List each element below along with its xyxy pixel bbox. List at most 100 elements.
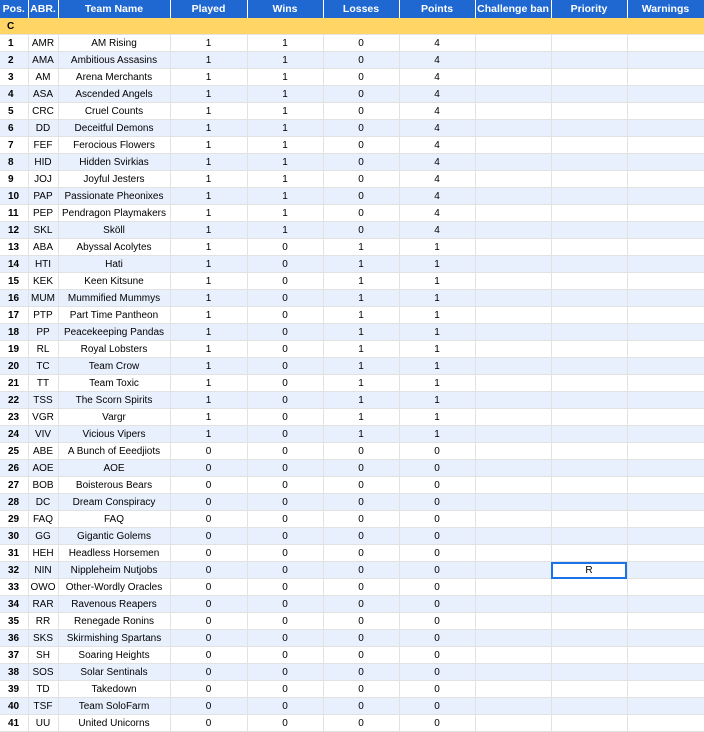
cell-abr[interactable]: TSS bbox=[28, 391, 59, 409]
cell-wins[interactable]: 0 bbox=[247, 459, 324, 477]
cell-abr[interactable]: ABE bbox=[28, 442, 59, 460]
cell-priority[interactable] bbox=[551, 595, 628, 613]
cell-team-name[interactable]: FAQ bbox=[58, 510, 171, 528]
cell-losses[interactable]: 0 bbox=[323, 68, 400, 86]
cell-losses[interactable]: 0 bbox=[323, 595, 400, 613]
cell-challenge-ban[interactable] bbox=[475, 391, 552, 409]
cell-pos[interactable]: 30 bbox=[0, 527, 29, 545]
cell-pos[interactable]: 41 bbox=[0, 714, 29, 732]
cell-losses[interactable]: 0 bbox=[323, 153, 400, 171]
cell-priority[interactable] bbox=[551, 459, 628, 477]
cell-wins[interactable]: 0 bbox=[247, 442, 324, 460]
cell-warnings[interactable] bbox=[627, 663, 704, 681]
cell-losses[interactable]: 0 bbox=[323, 578, 400, 596]
cell-challenge-ban[interactable] bbox=[475, 544, 552, 562]
cell-points[interactable]: 1 bbox=[399, 391, 476, 409]
cell-warnings[interactable] bbox=[627, 170, 704, 188]
cell-warnings[interactable] bbox=[627, 476, 704, 494]
cell-challenge-ban[interactable] bbox=[475, 561, 552, 579]
cell-wins[interactable]: 0 bbox=[247, 272, 324, 290]
cell-warnings[interactable] bbox=[627, 391, 704, 409]
cell-played[interactable]: 1 bbox=[170, 187, 248, 205]
cell-losses[interactable]: 0 bbox=[323, 136, 400, 154]
cell-team-name[interactable]: Nippleheim Nutjobs bbox=[58, 561, 171, 579]
cell-abr[interactable]: HTI bbox=[28, 255, 59, 273]
cell-wins[interactable]: 0 bbox=[247, 323, 324, 341]
cell-pos[interactable]: 19 bbox=[0, 340, 29, 358]
cell-challenge-ban[interactable] bbox=[475, 629, 552, 647]
cell-priority[interactable] bbox=[551, 612, 628, 630]
cell-abr[interactable]: TSF bbox=[28, 697, 59, 715]
cell-challenge-ban[interactable] bbox=[475, 442, 552, 460]
cell-abr[interactable]: ABA bbox=[28, 238, 59, 256]
cell-abr[interactable]: PP bbox=[28, 323, 59, 341]
cell-team-name[interactable]: Peacekeeping Pandas bbox=[58, 323, 171, 341]
cell-abr[interactable]: AM bbox=[28, 68, 59, 86]
cell-abr[interactable]: PTP bbox=[28, 306, 59, 324]
cell-wins[interactable]: 1 bbox=[247, 102, 324, 120]
cell-played[interactable]: 1 bbox=[170, 102, 248, 120]
cell-wins[interactable]: 1 bbox=[247, 51, 324, 69]
header-points[interactable]: Points bbox=[399, 0, 476, 18]
cell-pos[interactable]: 37 bbox=[0, 646, 29, 664]
cell-played[interactable]: 0 bbox=[170, 544, 248, 562]
cell-priority[interactable] bbox=[551, 85, 628, 103]
cell-team-name[interactable]: Skirmishing Spartans bbox=[58, 629, 171, 647]
cell-losses[interactable]: 1 bbox=[323, 408, 400, 426]
cell-points[interactable]: 1 bbox=[399, 255, 476, 273]
cell-points[interactable]: 1 bbox=[399, 340, 476, 358]
cell-priority[interactable] bbox=[551, 187, 628, 205]
cell-warnings[interactable] bbox=[627, 714, 704, 732]
cell-challenge-ban[interactable] bbox=[475, 221, 552, 239]
cell-warnings[interactable] bbox=[627, 51, 704, 69]
cell-points[interactable]: 1 bbox=[399, 357, 476, 375]
header-priority[interactable]: Priority bbox=[551, 0, 628, 18]
cell-challenge-ban[interactable] bbox=[475, 357, 552, 375]
group-label[interactable]: C bbox=[0, 18, 704, 35]
cell-abr[interactable]: SKL bbox=[28, 221, 59, 239]
cell-losses[interactable]: 1 bbox=[323, 323, 400, 341]
cell-wins[interactable]: 1 bbox=[247, 187, 324, 205]
cell-challenge-ban[interactable] bbox=[475, 493, 552, 511]
cell-played[interactable]: 0 bbox=[170, 527, 248, 545]
cell-abr[interactable]: GG bbox=[28, 527, 59, 545]
cell-wins[interactable]: 0 bbox=[247, 714, 324, 732]
cell-priority[interactable] bbox=[551, 204, 628, 222]
cell-warnings[interactable] bbox=[627, 357, 704, 375]
cell-pos[interactable]: 12 bbox=[0, 221, 29, 239]
cell-pos[interactable]: 29 bbox=[0, 510, 29, 528]
cell-played[interactable]: 1 bbox=[170, 204, 248, 222]
cell-team-name[interactable]: Ravenous Reapers bbox=[58, 595, 171, 613]
header-team-name[interactable]: Team Name bbox=[58, 0, 171, 18]
cell-points[interactable]: 4 bbox=[399, 34, 476, 52]
cell-points[interactable]: 4 bbox=[399, 51, 476, 69]
cell-points[interactable]: 4 bbox=[399, 187, 476, 205]
cell-priority[interactable] bbox=[551, 425, 628, 443]
cell-warnings[interactable] bbox=[627, 153, 704, 171]
cell-points[interactable]: 0 bbox=[399, 646, 476, 664]
cell-abr[interactable]: HEH bbox=[28, 544, 59, 562]
cell-team-name[interactable]: Team Toxic bbox=[58, 374, 171, 392]
cell-abr[interactable]: BOB bbox=[28, 476, 59, 494]
cell-pos[interactable]: 27 bbox=[0, 476, 29, 494]
cell-challenge-ban[interactable] bbox=[475, 306, 552, 324]
cell-pos[interactable]: 15 bbox=[0, 272, 29, 290]
cell-challenge-ban[interactable] bbox=[475, 476, 552, 494]
cell-abr[interactable]: FEF bbox=[28, 136, 59, 154]
cell-abr[interactable]: OWO bbox=[28, 578, 59, 596]
cell-wins[interactable]: 1 bbox=[247, 153, 324, 171]
cell-priority[interactable] bbox=[551, 544, 628, 562]
cell-wins[interactable]: 0 bbox=[247, 408, 324, 426]
cell-losses[interactable]: 1 bbox=[323, 238, 400, 256]
cell-played[interactable]: 0 bbox=[170, 697, 248, 715]
cell-losses[interactable]: 0 bbox=[323, 102, 400, 120]
cell-warnings[interactable] bbox=[627, 527, 704, 545]
cell-played[interactable]: 0 bbox=[170, 476, 248, 494]
cell-team-name[interactable]: Royal Lobsters bbox=[58, 340, 171, 358]
cell-warnings[interactable] bbox=[627, 306, 704, 324]
cell-abr[interactable]: RR bbox=[28, 612, 59, 630]
cell-losses[interactable]: 1 bbox=[323, 306, 400, 324]
cell-losses[interactable]: 0 bbox=[323, 459, 400, 477]
cell-played[interactable]: 0 bbox=[170, 561, 248, 579]
cell-warnings[interactable] bbox=[627, 34, 704, 52]
